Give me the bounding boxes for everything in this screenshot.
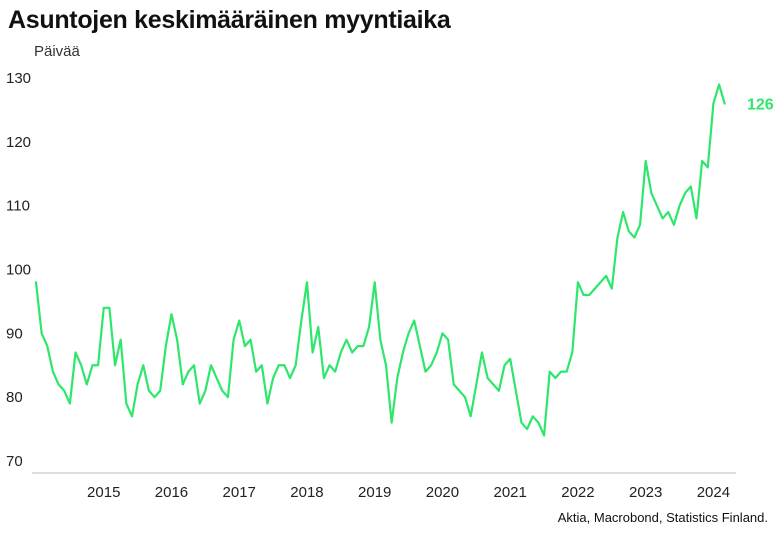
x-tick-label: 2015 bbox=[87, 484, 120, 501]
y-tick-label: 100 bbox=[6, 262, 31, 279]
end-value-label: 126 bbox=[747, 97, 774, 114]
x-tick-label: 2018 bbox=[290, 484, 323, 501]
x-tick-label: 2023 bbox=[629, 484, 662, 501]
y-tick-label: 120 bbox=[6, 134, 31, 151]
y-axis-ticks: 70 80 90 100 110 120 130 bbox=[6, 70, 31, 470]
source-note: Aktia, Macrobond, Statistics Finland. bbox=[557, 510, 768, 525]
y-tick-label: 130 bbox=[6, 70, 31, 87]
x-tick-label: 2020 bbox=[426, 484, 459, 501]
y-axis-label: Päivää bbox=[34, 43, 80, 60]
x-axis-ticks: 2015 2016 2017 2018 2019 2020 2021 2022 2023 2024 bbox=[87, 484, 730, 501]
y-tick-label: 110 bbox=[6, 198, 30, 215]
y-tick-label: 70 bbox=[6, 453, 23, 470]
x-tick-label: 2016 bbox=[155, 484, 188, 501]
x-tick-label: 2017 bbox=[223, 484, 256, 501]
x-tick-label: 2024 bbox=[697, 484, 730, 501]
y-tick-label: 80 bbox=[6, 389, 23, 406]
x-tick-label: 2022 bbox=[561, 484, 594, 501]
y-tick-label: 90 bbox=[6, 325, 23, 342]
x-tick-label: 2019 bbox=[358, 484, 391, 501]
x-tick-label: 2021 bbox=[494, 484, 527, 501]
chart-title: Asuntojen keskimääräinen myyntiaika bbox=[8, 6, 451, 34]
series-line bbox=[34, 83, 726, 437]
